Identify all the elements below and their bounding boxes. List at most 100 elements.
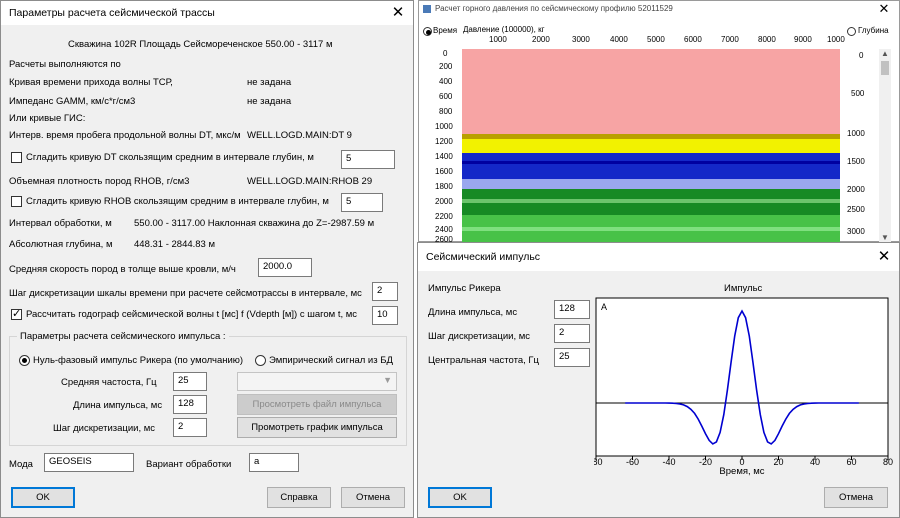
title-bar: Сейсмический импульс ✕: [418, 243, 899, 271]
smooth-rhob-input[interactable]: 5: [341, 193, 383, 212]
ricker-label: Импульс Рикера: [428, 283, 501, 294]
view-impulse-file-button[interactable]: Просмотреть файл импульса: [237, 394, 397, 415]
central-freq-input[interactable]: 25: [554, 348, 590, 367]
impulse-length-input[interactable]: 128: [173, 395, 207, 414]
right-tick: 1000: [847, 129, 865, 138]
impulse-curve: [625, 309, 859, 445]
smooth-rhob-checkbox[interactable]: [11, 196, 22, 207]
vertical-scrollbar[interactable]: ▲ ▼: [879, 49, 891, 243]
hodograph-step-input[interactable]: 10: [372, 306, 398, 325]
hodograph-checkbox[interactable]: [11, 307, 22, 320]
left-tick: 2600: [435, 235, 453, 244]
abs-depth-label: Абсолютная глубина, м: [9, 239, 113, 250]
cancel-button[interactable]: Отмена: [824, 487, 888, 508]
variant-input[interactable]: a: [249, 453, 299, 472]
left-tick: 1000: [435, 122, 453, 131]
scroll-up-icon[interactable]: ▲: [881, 49, 889, 58]
smooth-dt-checkbox[interactable]: [11, 152, 22, 163]
x-tick-label: 80: [883, 457, 893, 467]
left-tick: 1600: [435, 167, 453, 176]
mode-input[interactable]: GEOSEIS: [44, 453, 134, 472]
left-tick: 1800: [435, 182, 453, 191]
impulse-length-label: Длина импульса, мс: [428, 307, 518, 318]
calc-by-label: Расчеты выполняются по: [9, 59, 121, 70]
interval-value: 550.00 - 3117.00 Наклонная скважина до Z…: [134, 218, 375, 229]
top-tick: 6000: [684, 35, 702, 44]
time-step-label: Шаг дискретизации шкалы времени при расч…: [9, 288, 362, 299]
left-tick: 2200: [435, 212, 453, 221]
dt-value: WELL.LOGD.MAIN:DT 9: [247, 130, 352, 141]
left-tick: 1200: [435, 137, 453, 146]
ok-button[interactable]: OK: [11, 487, 75, 508]
plot-area: [595, 297, 889, 457]
disc-step-input[interactable]: 2: [173, 418, 207, 437]
top-tick: 3000: [572, 35, 590, 44]
top-tick: 5000: [647, 35, 665, 44]
mode-label: Мода: [9, 459, 33, 470]
cancel-button[interactable]: Отмена: [341, 487, 405, 508]
right-axis: 0 500 1000 1500 2000 2500 3000: [845, 49, 875, 243]
scroll-thumb[interactable]: [881, 61, 889, 75]
left-tick: 600: [439, 92, 453, 101]
abs-depth-value: 448.31 - 2844.83 м: [134, 239, 216, 250]
seismic-impulse-dialog: Сейсмический импульс ✕ Импульс Рикера Дл…: [417, 242, 900, 518]
seismic-trace-params-dialog: Параметры расчета сейсмической трассы ✕ …: [0, 0, 414, 518]
gamm-value: не задана: [247, 96, 292, 107]
close-icon[interactable]: ✕: [878, 1, 890, 16]
right-tick: 2000: [847, 185, 865, 194]
top-tick: 8000: [758, 35, 776, 44]
rhob-label: Объемная плотность пород RHOB, г/см3: [9, 176, 190, 187]
close-icon[interactable]: ✕: [877, 248, 891, 265]
x-tick-label: -40: [662, 457, 675, 467]
interval-label: Интервал обработки, м: [9, 218, 112, 229]
plot-title: Импульс: [724, 283, 763, 294]
impulse-length-input[interactable]: 128: [554, 300, 590, 319]
amplitude-label: A: [601, 302, 607, 312]
hodograph-label: Рассчитать годограф сейсмической волны t…: [26, 309, 358, 320]
profile-window-title: Расчет горного давления по сейсмическому…: [435, 4, 673, 13]
left-axis: 0 200 400 600 800 1000 1200 1400 1600 18…: [435, 49, 461, 244]
time-radio-label: Время: [433, 26, 458, 35]
scroll-down-icon[interactable]: ▼: [881, 233, 889, 242]
time-radio[interactable]: [423, 27, 432, 36]
impulse-length-label: Длина импульса, мс: [73, 400, 163, 411]
view-impulse-graph-button[interactable]: Промотреть график импульса: [237, 417, 397, 438]
x-tick-label: 20: [773, 457, 783, 467]
empirical-radio[interactable]: [255, 355, 266, 366]
app-icon: [423, 5, 431, 13]
avg-freq-label: Средняя частоста, Гц: [61, 377, 157, 388]
ok-button[interactable]: OK: [428, 487, 492, 508]
top-axis: 1000 2000 3000 4000 5000 6000 7000 8000 …: [462, 34, 862, 48]
title-bar: Параметры расчета сейсмической трассы ✕: [1, 1, 413, 25]
top-tick: 1000: [827, 35, 845, 44]
x-tick-label: 40: [810, 457, 820, 467]
depth-radio[interactable]: [847, 27, 856, 36]
left-tick: 400: [439, 77, 453, 86]
avg-freq-input[interactable]: 25: [173, 372, 207, 391]
close-icon[interactable]: ✕: [391, 4, 405, 21]
tcp-value: не задана: [247, 77, 292, 88]
smooth-dt-input[interactable]: 5: [341, 150, 395, 169]
x-tick-label: -20: [699, 457, 712, 467]
well-info: Скважина 102R Площадь Сейсмореченское 55…: [68, 39, 333, 50]
pressure-profile-window: Расчет горного давления по сейсмическому…: [418, 0, 900, 244]
chevron-down-icon: ▼: [383, 375, 392, 385]
signal-db-select[interactable]: ▼: [237, 372, 397, 391]
top-tick: 7000: [721, 35, 739, 44]
right-tick: 1500: [847, 157, 865, 166]
gamm-label: Импеданс GAMM, км/с*г/см3: [9, 96, 136, 107]
ricker-radio[interactable]: [19, 355, 30, 366]
left-tick: 2000: [435, 197, 453, 206]
right-tick: 3000: [847, 227, 865, 236]
step-input[interactable]: 2: [554, 324, 590, 343]
time-step-input[interactable]: 2: [372, 282, 398, 301]
left-tick: 2400: [435, 225, 453, 234]
help-button[interactable]: Справка: [267, 487, 331, 508]
variant-label: Вариант обработки: [146, 459, 232, 470]
avg-speed-input[interactable]: 2000.0: [258, 258, 312, 277]
avg-speed-label: Средняя скорость пород в толще выше кров…: [9, 264, 236, 275]
top-tick: 9000: [794, 35, 812, 44]
x-axis-label: Время, мс: [719, 466, 764, 477]
profile-image: [462, 49, 840, 243]
top-axis-label: Давление (100000), кг: [463, 25, 545, 34]
